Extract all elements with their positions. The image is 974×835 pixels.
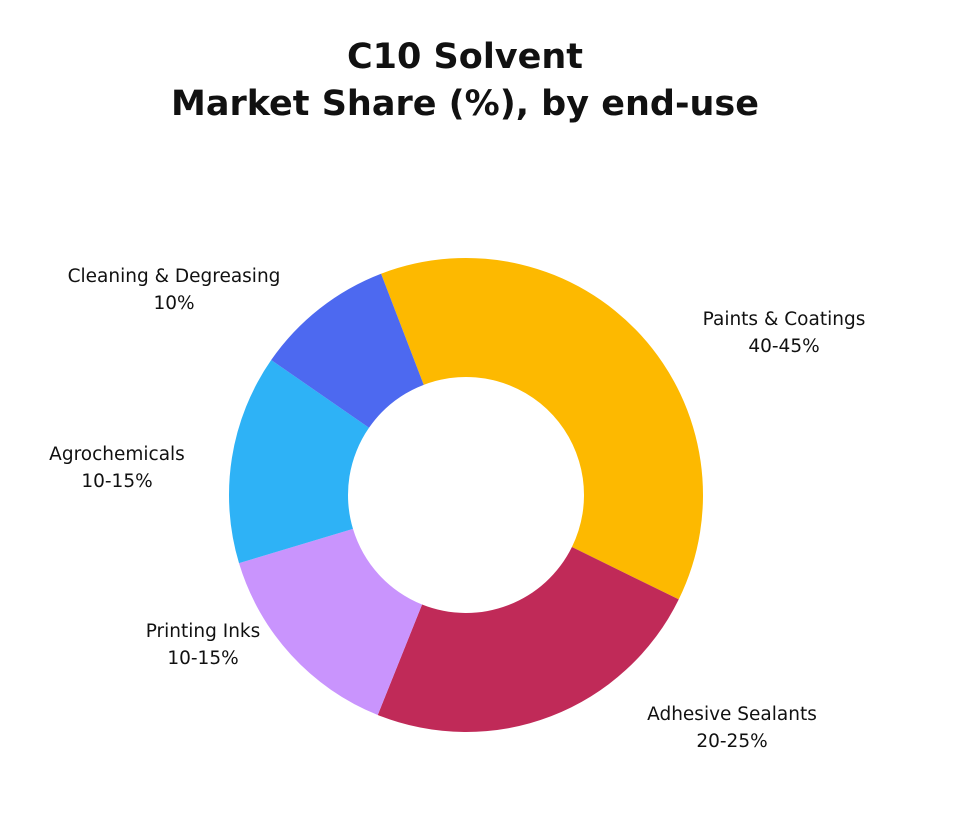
value-label: 20-25% bbox=[696, 731, 767, 752]
segment-label: Printing Inks bbox=[146, 621, 261, 642]
donut-segment bbox=[271, 273, 424, 428]
donut-segment bbox=[377, 546, 679, 732]
donut-segment bbox=[229, 360, 370, 564]
chart-title: Market Share (%), by end-use bbox=[171, 84, 759, 124]
donut-segment bbox=[381, 258, 703, 600]
donut-segment bbox=[239, 528, 423, 715]
segment-label: Paints & Coatings bbox=[703, 309, 866, 330]
value-label: 10-15% bbox=[167, 648, 238, 669]
chart-title: C10 Solvent bbox=[347, 37, 583, 77]
segment-label: Adhesive Sealants bbox=[647, 704, 817, 725]
segment-label: Cleaning & Degreasing bbox=[68, 266, 281, 287]
value-label: 40-45% bbox=[748, 336, 819, 357]
value-label: 10% bbox=[153, 293, 194, 314]
value-label: 10-15% bbox=[81, 471, 152, 492]
segment-label: Agrochemicals bbox=[49, 444, 185, 465]
